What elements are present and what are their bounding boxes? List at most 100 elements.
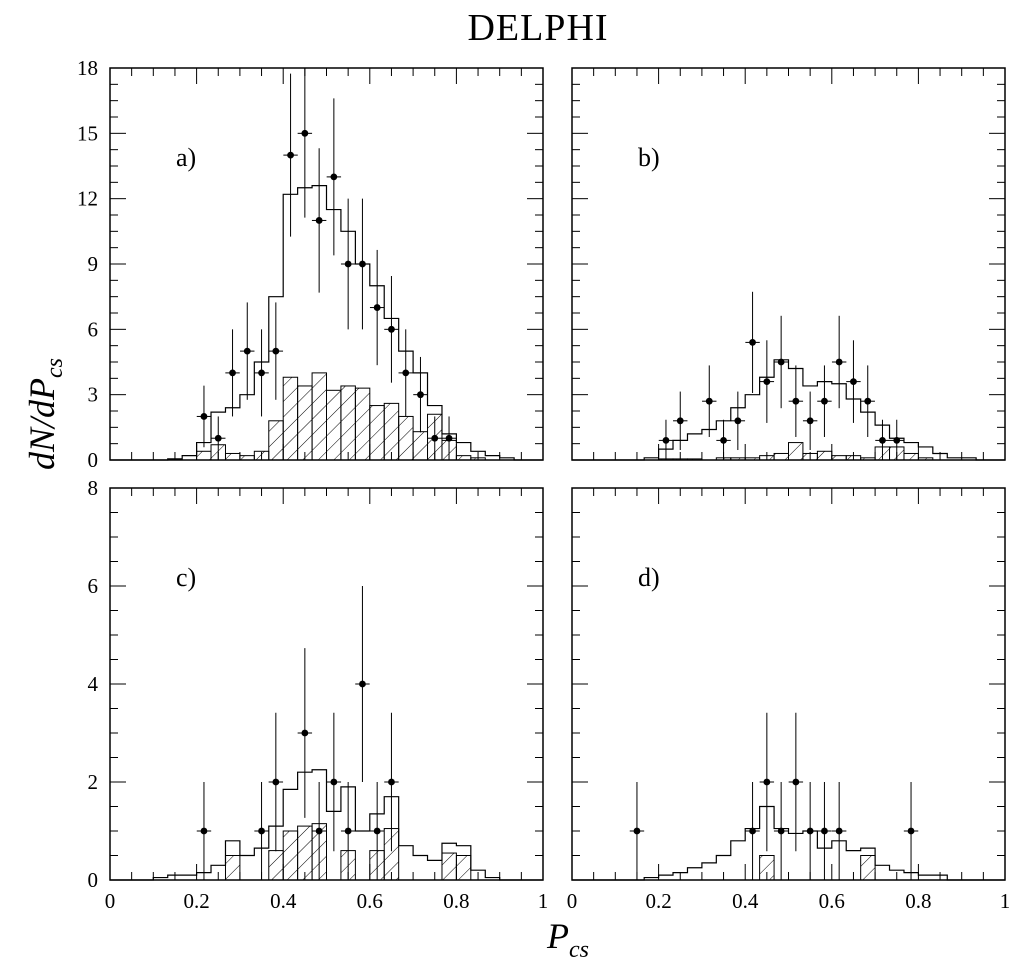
data-point: [817, 782, 832, 880]
data-marker: [864, 397, 872, 405]
data-marker: [315, 827, 323, 835]
y-axis-title: dN/dPcs: [22, 358, 68, 470]
data-marker: [402, 369, 410, 377]
y-tick-label: 15: [77, 121, 98, 145]
data-point: [759, 340, 775, 423]
data-marker: [879, 437, 886, 444]
data-point: [326, 712, 342, 852]
data-point: [254, 782, 269, 880]
data-marker: [315, 217, 323, 224]
data-point: [658, 419, 674, 460]
data-marker: [806, 417, 814, 425]
data-point: [297, 648, 313, 818]
y-tick-label: 0: [88, 448, 99, 472]
data-marker: [200, 413, 208, 420]
y-tick-label: 9: [88, 252, 99, 276]
data-marker: [835, 827, 843, 835]
data-point: [369, 249, 385, 366]
data-point: [225, 329, 240, 417]
hatched-bin: [311, 372, 327, 461]
x-tick-label: 0.2: [183, 889, 209, 913]
data-point: [384, 275, 399, 383]
data-marker: [633, 827, 641, 835]
data-marker: [258, 827, 265, 835]
data-marker: [705, 397, 713, 405]
y-tick-label: 6: [88, 574, 99, 598]
chart-title: DELPHI: [467, 7, 608, 49]
data-point: [788, 712, 804, 852]
data-point: [875, 419, 890, 460]
data-point: [369, 782, 385, 880]
data-point: [268, 712, 284, 852]
x-axis-title-sub: cs: [569, 937, 589, 963]
data-point: [629, 782, 645, 880]
data-marker: [359, 260, 366, 268]
data-marker: [749, 339, 756, 346]
x-tick-label: 1: [538, 889, 549, 913]
x-axis-title-main: P: [546, 916, 569, 956]
data-marker: [301, 129, 309, 137]
y-tick-label: 6: [88, 317, 99, 341]
panel-4: 0 0.2 0.4 0.6 0.8 1 d): [567, 487, 1010, 913]
data-point: [759, 712, 775, 852]
x-tick-label: 0.4: [270, 889, 297, 913]
data-point: [413, 356, 428, 433]
hatched-bin: [398, 415, 414, 461]
data-marker: [388, 778, 395, 786]
y-axis-title-main: dN/dP: [22, 378, 62, 470]
x-tick-label: 0: [567, 889, 578, 913]
data-marker: [431, 434, 439, 442]
data-marker: [835, 358, 843, 366]
hatched-bin: [297, 825, 313, 881]
data-marker: [272, 347, 280, 355]
data-point: [254, 329, 269, 417]
hatched-bin: [282, 830, 299, 881]
data-point: [340, 198, 356, 330]
hatched-bin: [282, 376, 299, 461]
panel-1: 0 3 6 9 12 15 18 a): [77, 56, 544, 472]
data-marker: [777, 358, 785, 366]
data-point: [831, 782, 847, 880]
data-marker: [330, 173, 338, 181]
data-point: [817, 365, 832, 437]
data-marker: [344, 260, 352, 268]
data-point: [788, 365, 804, 437]
data-point: [384, 712, 399, 852]
data-point: [745, 291, 760, 394]
y-tick-label: 3: [88, 383, 99, 407]
hatched-bin: [816, 450, 833, 461]
data-marker: [850, 378, 857, 385]
data-point: [398, 329, 413, 417]
y-axis-title-sub: cs: [42, 358, 68, 378]
data-marker: [821, 397, 828, 405]
data-marker: [330, 778, 338, 786]
data-marker: [344, 827, 352, 835]
hatched-bin: [268, 850, 284, 881]
data-marker: [792, 397, 800, 405]
data-marker: [258, 369, 265, 377]
data-marker: [373, 827, 381, 835]
data-point: [311, 782, 327, 880]
data-marker: [243, 347, 251, 355]
y-tick-label: 12: [77, 187, 98, 211]
data-marker: [272, 778, 280, 786]
data-point: [903, 782, 919, 880]
data-point: [745, 782, 760, 880]
data-marker: [907, 827, 915, 835]
x-tick-label: 0.6: [357, 889, 383, 913]
hatched-bin: [860, 855, 876, 881]
data-point: [773, 782, 789, 880]
data-marker: [821, 827, 828, 835]
data-point: [268, 302, 284, 400]
panel-2: b): [571, 67, 1006, 461]
panel-3: 0 2 4 6 8 0 0.2 0.4 0.6 0.8 1 c): [88, 476, 549, 913]
data-marker: [373, 304, 381, 311]
y-tick-label: 0: [88, 868, 99, 892]
data-point: [441, 416, 457, 460]
data-point: [860, 365, 875, 437]
hatched-bin: [788, 442, 804, 461]
hatched-bin: [441, 852, 457, 881]
data-marker: [734, 417, 742, 425]
